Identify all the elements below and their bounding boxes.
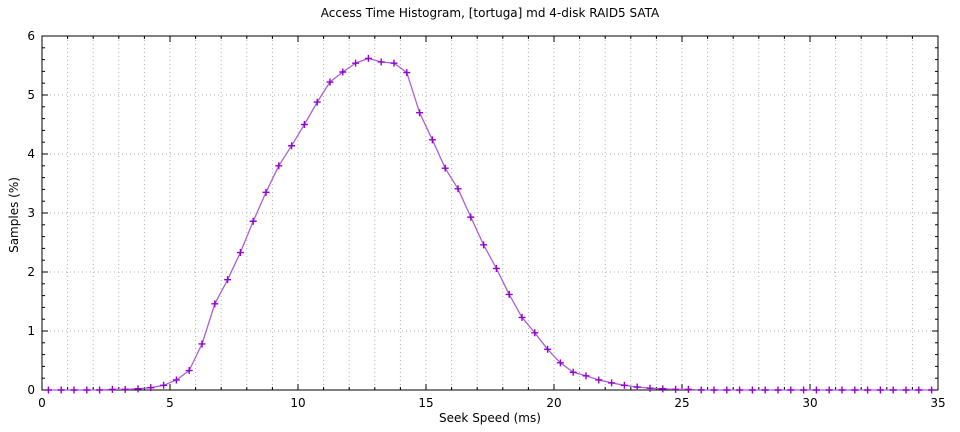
data-point-marker bbox=[236, 249, 244, 257]
y-tick-label: 6 bbox=[27, 29, 35, 43]
data-point-marker bbox=[364, 54, 372, 62]
data-point-marker bbox=[569, 368, 577, 376]
data-point-marker bbox=[812, 386, 820, 394]
data-point-marker bbox=[915, 386, 923, 394]
x-tick-label: 25 bbox=[674, 396, 689, 410]
x-tick-label: 15 bbox=[418, 396, 433, 410]
data-point-marker bbox=[659, 385, 667, 393]
data-point-marker bbox=[928, 386, 936, 394]
data-point-marker bbox=[275, 162, 283, 170]
x-tick-label: 10 bbox=[290, 396, 305, 410]
data-point-marker bbox=[467, 213, 475, 221]
data-point-marker bbox=[902, 386, 910, 394]
data-point-marker bbox=[352, 59, 360, 67]
data-point-marker bbox=[595, 376, 603, 384]
data-point-marker bbox=[134, 385, 142, 393]
data-point-marker bbox=[633, 383, 641, 391]
data-point-marker bbox=[646, 384, 654, 392]
data-point-marker bbox=[403, 69, 411, 77]
data-point-marker bbox=[800, 386, 808, 394]
data-point-marker bbox=[147, 384, 155, 392]
data-point-marker bbox=[288, 142, 296, 150]
data-point-marker bbox=[889, 386, 897, 394]
data-point-marker bbox=[492, 264, 500, 272]
data-point-marker bbox=[108, 385, 116, 393]
data-point-marker bbox=[416, 109, 424, 117]
data-point-marker bbox=[377, 58, 385, 66]
data-point-marker bbox=[326, 78, 334, 86]
data-point-marker bbox=[876, 386, 884, 394]
data-point-marker bbox=[44, 386, 52, 394]
data-point-marker bbox=[198, 340, 206, 348]
data-point-marker bbox=[710, 386, 718, 394]
data-point-marker bbox=[428, 136, 436, 144]
x-tick-label: 5 bbox=[166, 396, 174, 410]
data-point-marker bbox=[185, 367, 193, 375]
data-point-marker bbox=[262, 188, 270, 196]
data-point-marker bbox=[83, 386, 91, 394]
chart-title: Access Time Histogram, [tortuga] md 4-di… bbox=[320, 6, 660, 20]
data-point-marker bbox=[672, 385, 680, 393]
data-point-marker bbox=[544, 345, 552, 353]
x-axis-label: Seek Speed (ms) bbox=[439, 411, 541, 425]
data-point-marker bbox=[339, 68, 347, 76]
data-point-marker bbox=[121, 385, 129, 393]
data-point-marker bbox=[480, 241, 488, 249]
data-point-marker bbox=[838, 386, 846, 394]
data-point-marker bbox=[441, 164, 449, 172]
data-point-marker bbox=[172, 376, 180, 384]
data-point-marker bbox=[505, 290, 513, 298]
data-point-marker bbox=[736, 386, 744, 394]
data-point-marker bbox=[57, 386, 65, 394]
x-tick-label: 30 bbox=[802, 396, 817, 410]
x-tick-label: 35 bbox=[930, 396, 945, 410]
data-point-marker bbox=[518, 313, 526, 321]
data-point-marker bbox=[249, 217, 257, 225]
y-tick-label: 2 bbox=[27, 265, 35, 279]
data-point-marker bbox=[787, 386, 795, 394]
y-tick-label: 0 bbox=[27, 383, 35, 397]
data-point-marker bbox=[761, 386, 769, 394]
data-point-marker bbox=[390, 59, 398, 67]
data-point-marker bbox=[774, 386, 782, 394]
data-point-marker bbox=[582, 372, 590, 380]
data-point-marker bbox=[313, 98, 321, 106]
data-point-marker bbox=[531, 329, 539, 337]
y-tick-label: 5 bbox=[27, 88, 35, 102]
data-point-marker bbox=[864, 386, 872, 394]
data-point-marker bbox=[454, 185, 462, 193]
data-point-marker bbox=[160, 381, 168, 389]
data-point-marker bbox=[748, 386, 756, 394]
data-point-marker bbox=[620, 381, 628, 389]
data-point-marker bbox=[851, 386, 859, 394]
x-tick-label: 0 bbox=[38, 396, 46, 410]
data-point-marker bbox=[70, 386, 78, 394]
data-point-marker bbox=[300, 121, 308, 128]
data-point-marker bbox=[697, 386, 705, 394]
data-point-marker bbox=[684, 385, 692, 393]
x-tick-label: 20 bbox=[546, 396, 561, 410]
data-point-marker bbox=[723, 386, 731, 394]
y-tick-label: 3 bbox=[27, 206, 35, 220]
data-point-marker bbox=[556, 359, 564, 367]
data-point-marker bbox=[96, 386, 104, 394]
data-point-marker bbox=[608, 379, 616, 387]
data-point-marker bbox=[825, 386, 833, 394]
data-point-marker bbox=[211, 300, 219, 308]
data-point-marker bbox=[224, 276, 232, 284]
y-tick-label: 4 bbox=[27, 147, 35, 161]
y-tick-label: 1 bbox=[27, 324, 35, 338]
series-line bbox=[48, 57, 932, 391]
